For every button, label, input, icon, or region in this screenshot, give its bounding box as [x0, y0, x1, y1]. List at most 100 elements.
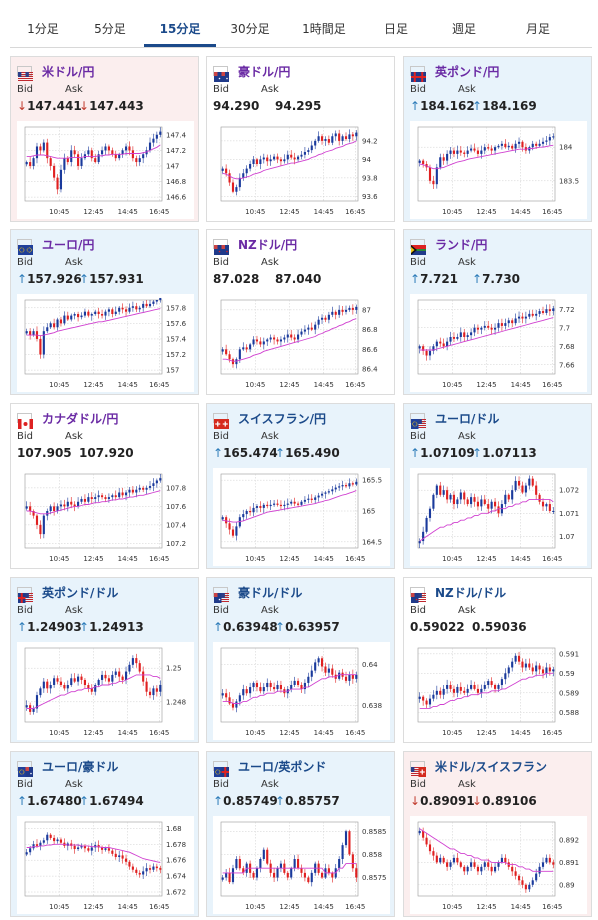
chart-area[interactable]: 1.25 1.248 10:45 12:45 14:45 16:45 [17, 642, 194, 740]
pair-title[interactable]: 米ドル/スイスフラン [435, 759, 548, 774]
chart-area[interactable]: 0.892 0.891 0.89 10:45 12:45 14:45 16:45 [410, 816, 587, 914]
pair-title[interactable]: カナダドル/円 [42, 411, 119, 426]
pair-title[interactable]: NZドル/ドル [435, 585, 507, 600]
candle-body [344, 831, 348, 846]
currency-card[interactable]: ランド/円 Bid Ask ↑7.721 ↑7.730 7.72 7.7 7.68 7.66 10… [403, 229, 592, 395]
pair-title[interactable]: 豪ドル/円 [238, 64, 291, 79]
chart-area[interactable]: 147.4 147.2 147 146.8 146.6 10:45 12:45 14:45 16… [17, 121, 194, 219]
candle-body [25, 705, 28, 708]
card-header: NZドル/円 [213, 236, 298, 255]
candle-body [225, 168, 228, 174]
y-tick-label: 0.591 [559, 650, 579, 658]
x-tick-label: 16:45 [542, 555, 562, 563]
currency-card[interactable]: NZドル/ドル Bid Ask 0.59022 0.59036 0.591 0.59 0.58… [403, 577, 592, 743]
chart-area[interactable]: 7.72 7.7 7.68 7.66 10:45 12:45 14:45 16:45 [410, 294, 587, 392]
tab-4[interactable]: 30分足 [230, 22, 270, 36]
pair-title[interactable]: ユーロ/豪ドル [42, 759, 119, 774]
pair-title[interactable]: 英ポンド/ドル [42, 585, 119, 600]
pair-title[interactable]: ユーロ/円 [42, 237, 95, 252]
candle-body [228, 354, 231, 360]
tab-8[interactable]: 月足 [525, 22, 550, 36]
candle-body [422, 346, 425, 351]
currency-card[interactable]: 豪ドル/円 Bid Ask 94.290 94.295 94.2 94 93.8 93.6 10:… [206, 56, 395, 222]
currency-card[interactable]: 豪ドル/ドル Bid Ask ↑0.63948 ↑0.63957 0.64 0.638 10:… [206, 577, 395, 743]
y-tick-label: 1.674 [166, 873, 187, 881]
currency-card[interactable]: 米ドル/スイスフラン Bid Ask ↓0.89091 ↓0.89106 0.892 0.8… [403, 751, 592, 917]
y-tick-label: 0.891 [559, 859, 579, 867]
pair-title[interactable]: ユーロ/英ポンド [238, 759, 327, 774]
chart-area[interactable]: 1.072 1.071 1.07 10:45 12:45 14:45 16:45 [410, 468, 587, 566]
currency-card[interactable]: ユーロ/豪ドル Bid Ask ↑1.67480 ↑1.67494 1.68 1.678 1.… [10, 751, 199, 917]
chart-area[interactable]: 157.8 157.6 157.4 157.2 157 10:45 12:45 14:45 16… [17, 294, 194, 392]
chart-area[interactable]: 0.8585 0.858 0.8575 10:45 12:45 14:45 16:45 [213, 816, 390, 914]
bid-price: ↑0.63948 [213, 620, 278, 634]
bid-price-value: 0.59022 [410, 620, 465, 634]
currency-card[interactable]: ユーロ/ドル Bid Ask ↑1.07109 ↑1.07113 1.072 1.071 1.… [403, 403, 592, 569]
currency-card[interactable]: スイスフラン/円 Bid Ask ↑165.474 ↑165.490 165.5 165 16… [206, 403, 395, 569]
bid-price: ↑7.721 [410, 272, 458, 286]
ask-label: Ask [458, 605, 476, 616]
x-tick-label: 16:45 [542, 208, 562, 216]
candle-body [466, 335, 469, 337]
candle-body [463, 690, 466, 693]
arrow-up-icon: ↑ [472, 446, 483, 460]
chart-area[interactable]: 0.591 0.59 0.589 0.588 10:45 12:45 14:45 16:45 [410, 642, 587, 740]
tab-6[interactable]: 日足 [383, 22, 408, 36]
currency-card[interactable]: 英ポンド/円 Bid Ask ↑184.162 ↑184.169 184 183.5 10:4… [403, 56, 592, 222]
tab-3[interactable]: 15分足 [144, 10, 216, 47]
candle-body [121, 150, 124, 155]
candle-body [155, 480, 158, 484]
pair-title[interactable]: 米ドル/円 [42, 64, 95, 79]
chart-area[interactable]: 94.2 94 93.8 93.6 10:45 12:45 14:45 16:45 [213, 121, 390, 219]
x-tick-label: 16:45 [345, 208, 365, 216]
candle-body [511, 661, 514, 668]
x-tick-label: 14:45 [118, 903, 138, 911]
currency-card[interactable]: 英ポンド/ドル Bid Ask ↑1.24903 ↑1.24913 1.25 1.248 10… [10, 577, 199, 743]
moving-average-line [26, 490, 161, 515]
currency-card[interactable]: ユーロ/円 Bid Ask ↑157.926 ↑157.931 157.8 157.6 157… [10, 229, 199, 395]
candle-body [552, 136, 555, 138]
candle-body [320, 493, 324, 496]
candle-body [541, 669, 545, 674]
x-tick-label: 16:45 [542, 729, 562, 737]
chart-area[interactable]: 184 183.5 10:45 12:45 14:45 16:45 [410, 121, 587, 219]
candle-body [131, 150, 134, 159]
tab-1[interactable]: 1分足 [27, 22, 59, 36]
currency-card[interactable]: ユーロ/英ポンド Bid Ask ↑0.85749 ↑0.85757 0.8585 0.85… [206, 751, 395, 917]
candle-body [39, 524, 42, 535]
candle-body [432, 494, 435, 509]
pair-title[interactable]: 英ポンド/円 [435, 64, 500, 79]
chart-area[interactable]: 107.8 107.6 107.4 107.2 10:45 12:45 14:45 16:45 [17, 468, 194, 566]
ask-label: Ask [458, 84, 476, 95]
currency-card[interactable]: 米ドル/円 Bid Ask ↓147.441 ↓147.443 147.4 147.2 147… [10, 56, 199, 222]
candle-body [293, 501, 296, 504]
candle-body [148, 303, 152, 307]
chart-area[interactable]: 87 86.8 86.6 86.4 10:45 12:45 14:45 16:45 [213, 294, 390, 392]
candle-body [255, 159, 259, 164]
ask-label: Ask [261, 779, 279, 790]
tab-2[interactable]: 5分足 [94, 22, 126, 36]
pair-title[interactable]: 豪ドル/ドル [238, 585, 303, 600]
chart-area[interactable]: 165.5 165 164.5 10:45 12:45 14:45 16:45 [213, 468, 390, 566]
candle-body [446, 490, 449, 500]
currency-card[interactable]: カナダドル/円 Bid Ask 107.905 107.920 107.8 107.6 107… [10, 403, 199, 569]
chart-area[interactable]: 0.64 0.638 10:45 12:45 14:45 16:45 [213, 642, 390, 740]
candle-body [320, 136, 324, 141]
pair-title[interactable]: ランド/円 [435, 237, 488, 252]
bid-price: ↑1.07109 [410, 446, 475, 460]
candle-body [348, 483, 351, 487]
pair-title[interactable]: ユーロ/ドル [435, 411, 500, 426]
candle-body [252, 682, 255, 688]
pair-title[interactable]: NZドル/円 [238, 237, 298, 252]
currency-card[interactable]: NZドル/円 Bid Ask 87.028 87.040 87 86.8 86.6 86.4 10… [206, 229, 395, 395]
candle-body [297, 503, 300, 505]
tab-5[interactable]: 1時間足 [302, 22, 346, 36]
pair-title[interactable]: スイスフラン/円 [238, 411, 327, 426]
tab-7[interactable]: 週足 [451, 22, 476, 36]
ask-price-value: 87.040 [275, 272, 322, 286]
candle-body [87, 848, 90, 851]
candle-body [327, 668, 330, 673]
chart-area[interactable]: 1.68 1.678 1.676 1.674 1.672 10:45 12:45 14:45 1… [17, 816, 194, 914]
candle-body [463, 152, 466, 154]
y-tick-label: 164.5 [362, 538, 382, 546]
